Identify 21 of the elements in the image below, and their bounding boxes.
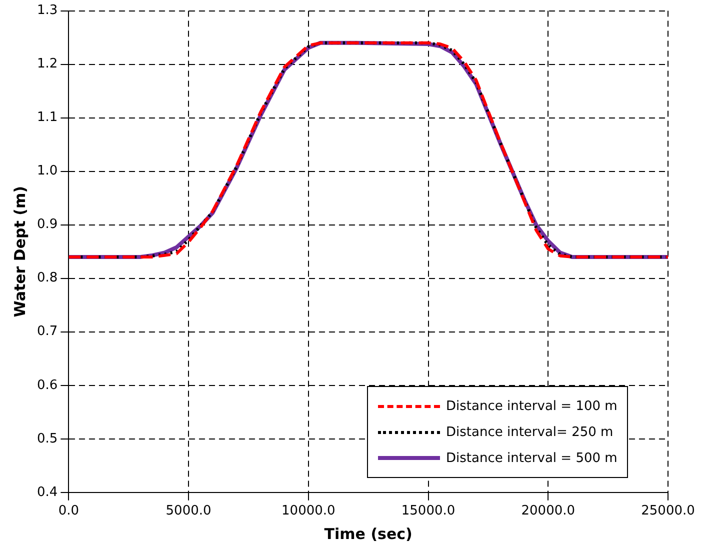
y-tick-label: 0.8 (36, 270, 58, 286)
y-tick-label: 1.1 (36, 110, 58, 126)
y-axis-title: Water Dept (m) (10, 186, 29, 318)
y-tick-label: 1.0 (36, 164, 58, 179)
legend-label: Distance interval = 100 m (446, 398, 618, 414)
x-tick-label: 10000.0 (282, 504, 336, 519)
y-tick-label: 0.9 (36, 217, 58, 232)
y-tick-label: 0.4 (36, 484, 58, 500)
y-tick-label: 1.2 (36, 56, 58, 72)
x-tick-label: 0.0 (58, 504, 80, 519)
y-tick-label: 0.7 (36, 324, 58, 340)
x-tick-label: 25000.0 (641, 504, 695, 519)
legend-label: Distance interval = 500 m (446, 450, 618, 466)
y-tick-label: 0.5 (36, 431, 58, 446)
y-tick-label: 1.3 (36, 3, 58, 18)
y-tick-label: 0.6 (36, 378, 58, 393)
legend-label: Distance interval= 250 m (446, 424, 614, 440)
x-tick-label: 5000.0 (166, 504, 212, 519)
x-tick-label: 15000.0 (401, 504, 456, 519)
x-axis-title: Time (sec) (324, 524, 412, 543)
x-tick-label: 20000.0 (521, 504, 576, 519)
